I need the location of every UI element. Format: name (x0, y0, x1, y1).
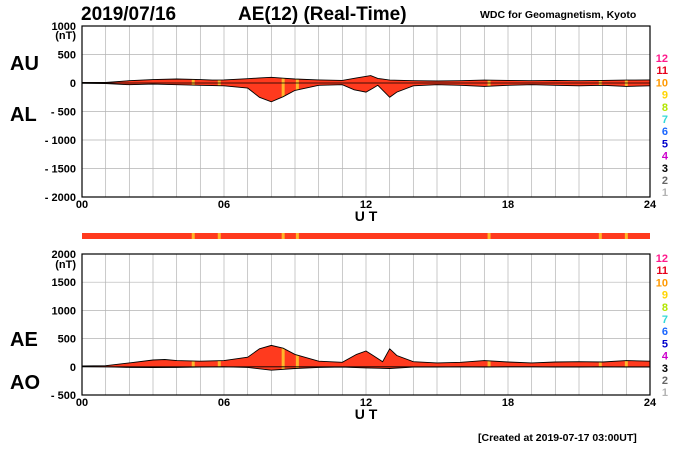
created-timestamp: [Created at 2019-07-17 03:00UT] (478, 432, 637, 444)
station-count-2: 2 (662, 375, 668, 387)
station-strip-highlight (624, 233, 628, 239)
station-strip-base (82, 233, 650, 239)
y-tick-label: 1000 (52, 21, 76, 33)
station-highlight-band (281, 345, 285, 371)
x-tick-label: 12 (360, 199, 372, 211)
station-count-11: 11 (656, 65, 668, 77)
station-highlight-band (281, 75, 285, 102)
unit-label: (nT) (55, 259, 76, 271)
al-side-label: AL (10, 104, 37, 126)
station-count-4: 4 (662, 151, 669, 163)
data-source: WDC for Geomagnetism, Kyoto (480, 9, 637, 21)
station-count-strip (82, 233, 650, 239)
station-count-12: 12 (656, 253, 668, 265)
al-line (81, 82, 651, 103)
x-tick-label: 24 (644, 199, 657, 211)
x-tick-label: 18 (502, 397, 514, 409)
x-tick-label: 18 (502, 199, 514, 211)
station-count-11: 11 (656, 265, 668, 277)
y-tick-label: - 2000 (45, 192, 76, 204)
x-tick-label: 12 (360, 397, 372, 409)
unit-label: (nT) (55, 30, 76, 42)
x-tick-label: 06 (218, 199, 230, 211)
x-tick-label: 24 (644, 397, 657, 409)
station-highlight-band (598, 345, 602, 371)
ao-side-label: AO (10, 372, 40, 394)
station-strip-highlight (191, 233, 195, 239)
station-strip-highlight (281, 233, 285, 239)
station-strip-highlight (217, 233, 221, 239)
station-count-8: 8 (662, 302, 668, 314)
y-tick-label: - 500 (51, 390, 76, 402)
station-count-9: 9 (662, 90, 668, 102)
y-tick-label: 500 (58, 50, 76, 62)
station-count-9: 9 (662, 290, 668, 302)
x-tick-label: 00 (76, 199, 88, 211)
chart-date: 2019/07/16 (81, 4, 177, 25)
plot-frame (81, 253, 651, 396)
index-fill-area (82, 75, 650, 102)
station-count-3: 3 (662, 363, 668, 375)
station-count-3: 3 (662, 163, 668, 175)
station-highlight-band (217, 345, 221, 371)
station-strip-highlight (598, 233, 602, 239)
station-count-6: 6 (662, 126, 668, 138)
station-strip-highlight (487, 233, 491, 239)
au-al-panel: 1000 500 0 - 500 - 1000 - 1500 - 2000 (nT) 00 06 1… (10, 21, 657, 224)
y-tick-label: - 1000 (45, 135, 76, 147)
y-tick-label: 0 (70, 362, 76, 374)
index-fill-area (82, 345, 650, 371)
station-count-1: 1 (662, 187, 668, 199)
y-tick-label: 1000 (52, 305, 76, 317)
station-highlight-band (487, 345, 491, 371)
plot-frame (81, 25, 651, 198)
au-side-label: AU (10, 53, 39, 75)
au-line (82, 75, 651, 83)
x-axis-label: U T (355, 406, 378, 422)
station-count-10: 10 (656, 277, 668, 289)
ae-ao-panel: 2000 1500 1000 500 0 - 500 (nT) 00 06 12 18 24 U T AE… (10, 249, 657, 422)
station-count-6: 6 (662, 326, 668, 338)
station-count-5: 5 (662, 138, 668, 150)
y-tick-label: 2000 (52, 249, 76, 261)
y-tick-label: - 1500 (45, 164, 76, 176)
station-highlight-band (295, 345, 299, 371)
station-count-8: 8 (662, 102, 668, 114)
x-axis-label: U T (355, 208, 378, 224)
y-tick-label: 500 (58, 334, 76, 346)
chart-title: AE(12) (Real-Time) (238, 4, 407, 25)
station-count-5: 5 (662, 338, 668, 350)
y-tick-label: - 500 (51, 107, 76, 119)
x-tick-label: 06 (218, 397, 230, 409)
station-highlight-band (295, 75, 299, 102)
station-count-1: 1 (662, 387, 668, 399)
station-strip-highlight (295, 233, 299, 239)
ae-line (81, 344, 651, 367)
y-tick-label: 0 (70, 78, 76, 90)
station-highlight-band (191, 345, 195, 371)
station-count-12: 12 (656, 53, 668, 65)
x-tick-label: 00 (76, 397, 88, 409)
station-count-7: 7 (662, 314, 668, 326)
station-count-4: 4 (662, 351, 669, 363)
station-count-2: 2 (662, 175, 668, 187)
ae-side-label: AE (10, 329, 38, 351)
station-count-10: 10 (656, 77, 668, 89)
y-tick-label: 1500 (52, 277, 76, 289)
station-count-7: 7 (662, 114, 668, 126)
